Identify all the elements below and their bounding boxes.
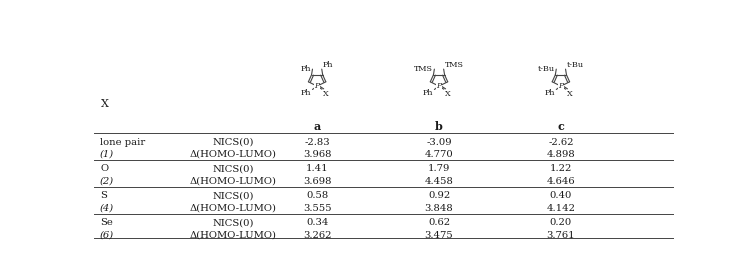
Text: (1): (1) xyxy=(100,150,114,159)
Text: a: a xyxy=(314,121,321,132)
Text: X: X xyxy=(323,90,329,98)
Text: NICS(0): NICS(0) xyxy=(212,137,254,147)
Text: 3.475: 3.475 xyxy=(425,231,453,240)
Text: 0.92: 0.92 xyxy=(428,192,450,200)
Text: lone pair: lone pair xyxy=(100,137,145,147)
Text: P: P xyxy=(437,82,442,90)
Text: TMS: TMS xyxy=(414,65,433,73)
Text: -3.09: -3.09 xyxy=(426,137,452,147)
Text: O: O xyxy=(100,164,108,174)
Text: X: X xyxy=(101,99,109,109)
Text: P: P xyxy=(315,82,320,90)
Text: 3.968: 3.968 xyxy=(303,150,331,159)
Text: 1.22: 1.22 xyxy=(550,164,572,174)
Text: 1.41: 1.41 xyxy=(306,164,328,174)
Text: 0.58: 0.58 xyxy=(306,192,328,200)
Text: 3.555: 3.555 xyxy=(303,204,331,213)
Text: 0.62: 0.62 xyxy=(428,218,450,227)
Text: 3.262: 3.262 xyxy=(303,231,331,240)
Text: Ph: Ph xyxy=(301,65,312,73)
Text: NICS(0): NICS(0) xyxy=(212,192,254,200)
Text: 3.698: 3.698 xyxy=(303,177,331,186)
Text: Ph: Ph xyxy=(301,90,312,97)
Text: Se: Se xyxy=(100,218,113,227)
Text: 0.40: 0.40 xyxy=(550,192,572,200)
Text: 1.79: 1.79 xyxy=(428,164,450,174)
Text: 4.770: 4.770 xyxy=(425,150,453,159)
Text: Ph: Ph xyxy=(323,61,333,69)
Text: P: P xyxy=(558,82,563,90)
Text: t-Bu: t-Bu xyxy=(538,65,555,73)
Text: TMS: TMS xyxy=(445,61,464,69)
Text: 4.142: 4.142 xyxy=(547,204,575,213)
Text: NICS(0): NICS(0) xyxy=(212,164,254,174)
Text: S: S xyxy=(100,192,107,200)
Text: X: X xyxy=(567,90,573,98)
Text: NICS(0): NICS(0) xyxy=(212,218,254,227)
Text: (4): (4) xyxy=(100,204,114,213)
Text: c: c xyxy=(557,121,564,132)
Text: Δ(HOMO-LUMO): Δ(HOMO-LUMO) xyxy=(189,231,276,240)
Text: 4.458: 4.458 xyxy=(425,177,453,186)
Text: 0.20: 0.20 xyxy=(550,218,572,227)
Text: Δ(HOMO-LUMO): Δ(HOMO-LUMO) xyxy=(189,204,276,213)
Text: 4.646: 4.646 xyxy=(547,177,575,186)
Text: Ph: Ph xyxy=(422,90,433,97)
Text: X: X xyxy=(445,90,451,98)
Text: (2): (2) xyxy=(100,177,114,186)
Text: 3.761: 3.761 xyxy=(547,231,575,240)
Text: Δ(HOMO-LUMO): Δ(HOMO-LUMO) xyxy=(189,177,276,186)
Text: -2.62: -2.62 xyxy=(548,137,574,147)
Text: 3.848: 3.848 xyxy=(425,204,453,213)
Text: Δ(HOMO-LUMO): Δ(HOMO-LUMO) xyxy=(189,150,276,159)
Text: 4.898: 4.898 xyxy=(547,150,575,159)
Text: b: b xyxy=(435,121,443,132)
Text: (6): (6) xyxy=(100,231,114,240)
Text: -2.83: -2.83 xyxy=(304,137,330,147)
Text: 0.34: 0.34 xyxy=(306,218,328,227)
Text: Ph: Ph xyxy=(545,90,555,97)
Text: t-Bu: t-Bu xyxy=(567,61,583,69)
